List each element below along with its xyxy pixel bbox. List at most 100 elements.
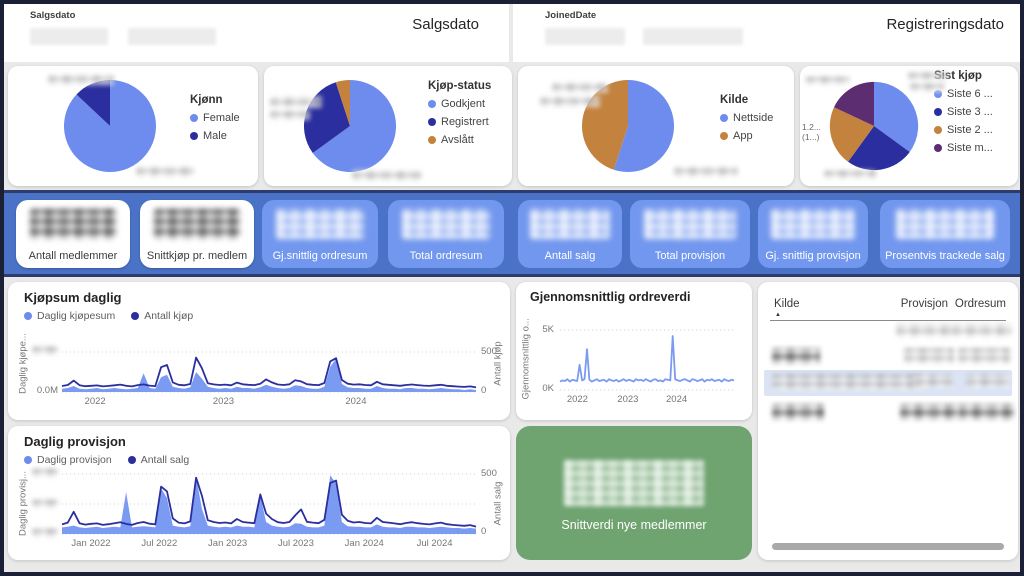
- redacted-data-label: [136, 166, 194, 177]
- redacted-cell: [958, 348, 1010, 364]
- redacted-data-label: [908, 72, 948, 81]
- redacted-cell: [772, 404, 824, 420]
- column-header-kilde[interactable]: Kilde: [774, 298, 800, 310]
- redacted-data-label: [824, 170, 876, 179]
- kpi-label: Antall medlemmer: [28, 250, 118, 262]
- x-axis-tick: 2024: [345, 396, 367, 407]
- legend-label: Daglig kjøpesum: [37, 310, 116, 322]
- pie-legend-title: Kjøp-status: [428, 80, 492, 92]
- legend-label: Nettside: [733, 112, 774, 124]
- kpi-card-total-provisjon[interactable]: Total provisjon: [630, 200, 750, 268]
- sort-ascending-icon: ▲: [775, 312, 781, 318]
- slicer-salgsdato: Salgsdato Salgsdato: [4, 4, 509, 62]
- legend-item[interactable]: Daglig provisjon: [24, 454, 112, 466]
- legend-item[interactable]: Female: [190, 112, 240, 124]
- legend-item[interactable]: Siste 2 ...: [934, 124, 993, 136]
- chart-title: Gjennomsnittlig ordreverdi: [530, 290, 691, 304]
- redacted-cell: [896, 324, 954, 337]
- legend-dot: [428, 136, 436, 144]
- kpi-card-antall-medlemmer[interactable]: Antall medlemmer: [16, 200, 130, 268]
- legend-item[interactable]: Nettside: [720, 112, 773, 124]
- kpi-card-prosentvis-trackede-salg[interactable]: Prosentvis trackede salg: [880, 200, 1010, 268]
- legend-label: Male: [203, 130, 227, 142]
- legend-item[interactable]: Siste 6 ...: [934, 88, 993, 100]
- date-end-input[interactable]: [128, 28, 216, 45]
- date-start-input[interactable]: [30, 28, 108, 45]
- horizontal-scrollbar[interactable]: [772, 543, 1004, 550]
- kpi-card-gj-snittlig-provisjon[interactable]: Gj. snittlig provisjon: [758, 200, 868, 268]
- chart-title: Daglig provisjon: [24, 434, 126, 449]
- redacted-cell: [904, 348, 954, 364]
- legend-dot: [934, 144, 942, 152]
- pie-slice-female[interactable]: [64, 80, 157, 173]
- pie-legend: Kjøp-status Godkjent Registrert Avslått: [428, 80, 491, 152]
- line-chart-ordreverdi[interactable]: 2022 2023 2024: [516, 282, 752, 420]
- y-axis-tick: 500: [481, 346, 497, 357]
- legend-dot: [934, 90, 942, 98]
- x-axis-tick: Jul 2024: [416, 538, 453, 549]
- date-start-input[interactable]: [545, 28, 625, 45]
- y-axis-tick: 0: [481, 526, 487, 537]
- x-axis-tick: Jan 2024: [344, 538, 384, 549]
- green-kpi-card[interactable]: Snittverdi nye medlemmer: [516, 426, 752, 560]
- legend-label: Antall kjøp: [144, 310, 194, 322]
- legend-item[interactable]: Male: [190, 130, 240, 142]
- legend-item[interactable]: Antall kjøp: [131, 310, 193, 322]
- page-title-registreringsdato: Registreringsdato: [886, 16, 1004, 33]
- redacted-kpi-value: [401, 209, 491, 239]
- date-end-input[interactable]: [643, 28, 743, 45]
- pie-slice-male[interactable]: [76, 80, 110, 126]
- legend-item[interactable]: Registrert: [428, 116, 491, 128]
- redacted-kpi-value: [275, 209, 365, 239]
- legend-item[interactable]: Avslått: [428, 134, 491, 146]
- line-chart-provisjon[interactable]: Jan 2022 Jul 2022 Jan 2023 Jul 2023 Jan 2024…: [8, 426, 510, 560]
- column-header-ordresum[interactable]: Ordresum: [954, 298, 1006, 310]
- redacted-data-label: [552, 82, 608, 93]
- slicer-field-label: Salgsdato: [30, 10, 76, 21]
- pie-chart-kjonn[interactable]: [60, 76, 160, 176]
- pie-card-kilde: Kilde Nettside App: [518, 66, 794, 186]
- column-header-provisjon[interactable]: Provisjon: [900, 298, 948, 310]
- pie-slice-siste-m-[interactable]: [834, 81, 874, 126]
- x-axis-tick: Jan 2023: [208, 538, 248, 549]
- legend-dot: [24, 312, 32, 320]
- legend-label: Siste m...: [947, 142, 993, 154]
- kpi-card-total-ordresum[interactable]: Total ordresum: [388, 200, 504, 268]
- legend-dot: [428, 118, 436, 126]
- pie-chart-sistkjop[interactable]: [826, 78, 922, 174]
- legend-dot: [24, 456, 32, 464]
- x-axis-tick: 2023: [212, 396, 235, 407]
- legend-item[interactable]: Siste 3 ...: [934, 106, 993, 118]
- y-axis-tick: 0K: [542, 383, 554, 394]
- legend-item[interactable]: App: [720, 130, 773, 142]
- pie-slice-nettside[interactable]: [613, 80, 675, 172]
- redacted-cell: [772, 374, 922, 390]
- redacted-kpi-value: [895, 209, 995, 239]
- kpi-card-antall-salg[interactable]: Antall salg: [518, 200, 622, 268]
- pie-slice-siste-6-[interactable]: [874, 81, 919, 152]
- redacted-data-label: [352, 170, 422, 181]
- kpi-label: Gj.snittlig ordresum: [272, 250, 368, 262]
- pie-legend: Kilde Nettside App: [720, 94, 773, 148]
- legend-dot: [428, 100, 436, 108]
- pie-slice-avsl-tt[interactable]: [335, 80, 350, 126]
- slicer-joineddate: JoinedDate Registreringsdato: [513, 4, 1020, 62]
- pie-slice-siste-3-[interactable]: [848, 126, 910, 171]
- redacted-cell: [966, 374, 1010, 388]
- legend-item[interactable]: Siste m...: [934, 142, 993, 154]
- redacted-cell: [914, 374, 954, 388]
- pie-chart-kjopstatus[interactable]: [300, 76, 400, 176]
- redacted-data-label: [270, 96, 322, 108]
- line-chart-kjopsum[interactable]: 2022 2023 2024: [8, 282, 510, 420]
- legend-item[interactable]: Daglig kjøpesum: [24, 310, 115, 322]
- kpi-label: Total provisjon: [654, 250, 726, 262]
- page-title-salgsdato: Salgsdato: [412, 16, 479, 33]
- pie-slice-godkjent[interactable]: [312, 80, 397, 172]
- pie-slice-siste-2-[interactable]: [829, 107, 874, 162]
- legend-label: Registrert: [441, 116, 489, 128]
- kpi-card-snittkj-p-pr-medlem[interactable]: Snittkjøp pr. medlem: [140, 200, 254, 268]
- legend-item[interactable]: Antall salg: [127, 454, 190, 466]
- legend-item[interactable]: Godkjent: [428, 98, 491, 110]
- legend-label: Antall salg: [140, 454, 190, 466]
- kpi-card-gj-snittlig-ordresum[interactable]: Gj.snittlig ordresum: [262, 200, 378, 268]
